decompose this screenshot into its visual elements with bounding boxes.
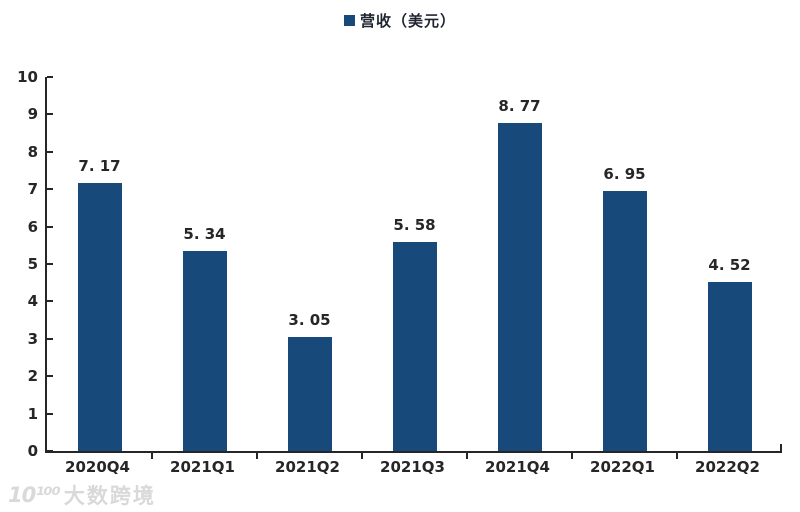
bar (77, 182, 122, 451)
bar (707, 281, 752, 451)
y-axis-tick (47, 263, 53, 265)
y-axis-tick (47, 150, 53, 153)
y-axis-label: 6 (27, 217, 38, 236)
watermark-text: 大数跨境 (63, 484, 156, 508)
y-axis-tick (47, 300, 53, 303)
x-axis-label: 2021Q4 (485, 458, 550, 476)
x-axis-label: 2021Q2 (275, 458, 340, 476)
bar-value-label: 8. 77 (498, 97, 541, 116)
x-axis-end-tick (780, 444, 782, 451)
x-axis-tick (361, 453, 363, 459)
y-axis-tick (47, 375, 53, 378)
x-axis-tick (571, 453, 573, 459)
bar-value-label: 3. 05 (288, 310, 331, 329)
y-axis-tick (47, 225, 53, 228)
y-axis-tick (47, 337, 53, 340)
y-axis-label: 5 (27, 255, 38, 273)
bar-value-label: 4. 52 (708, 255, 751, 274)
y-axis-tick (47, 450, 53, 452)
bar (392, 242, 437, 451)
bar-value-label: 6. 95 (603, 165, 646, 184)
y-axis-tick (47, 188, 53, 191)
x-axis-tick (256, 453, 258, 459)
y-axis-label: 10 (17, 68, 38, 86)
y-axis-labels: 0 1 2 3 4 5 6 7 8 9 10 (0, 68, 38, 460)
y-axis-label: 1 (27, 404, 38, 423)
bar-value-label: 5. 34 (183, 225, 226, 244)
y-axis-label: 2 (27, 367, 38, 386)
y-axis-label: 4 (27, 292, 38, 311)
x-axis-tick (676, 453, 678, 459)
bar (602, 191, 647, 451)
y-axis-label: 9 (27, 105, 38, 124)
x-axis-label: 2022Q2 (695, 458, 760, 476)
y-axis-label: 8 (27, 142, 38, 161)
watermark: 10¹⁰⁰ 大数跨境 (8, 480, 156, 510)
x-axis-tick (466, 453, 468, 459)
y-axis-tick (47, 412, 53, 415)
y-axis-tick (47, 113, 53, 116)
legend-swatch-icon (343, 15, 355, 26)
x-axis-label: 2020Q4 (65, 458, 130, 476)
y-axis-tick (47, 76, 53, 78)
bar (497, 123, 542, 451)
x-axis-tick (151, 453, 153, 459)
plot-area: 7. 17 5. 34 3. 05 5. 58 8. 77 6. 95 4. 52 (45, 76, 782, 459)
bar (182, 251, 227, 451)
bar-value-label: 7. 17 (78, 156, 121, 175)
watermark-logo: 10¹⁰⁰ (8, 483, 61, 507)
x-axis-label: 2021Q3 (380, 458, 445, 476)
bar (287, 336, 332, 451)
x-axis-label: 2021Q1 (170, 458, 235, 476)
y-axis-label: 0 (27, 442, 38, 460)
legend: 营收（美元） (343, 10, 457, 31)
bar-value-label: 5. 58 (393, 216, 436, 235)
y-axis-label: 7 (27, 180, 38, 199)
x-axis-label: 2022Q1 (590, 458, 655, 476)
y-axis-label: 3 (27, 329, 38, 348)
legend-label: 营收（美元） (359, 12, 457, 30)
